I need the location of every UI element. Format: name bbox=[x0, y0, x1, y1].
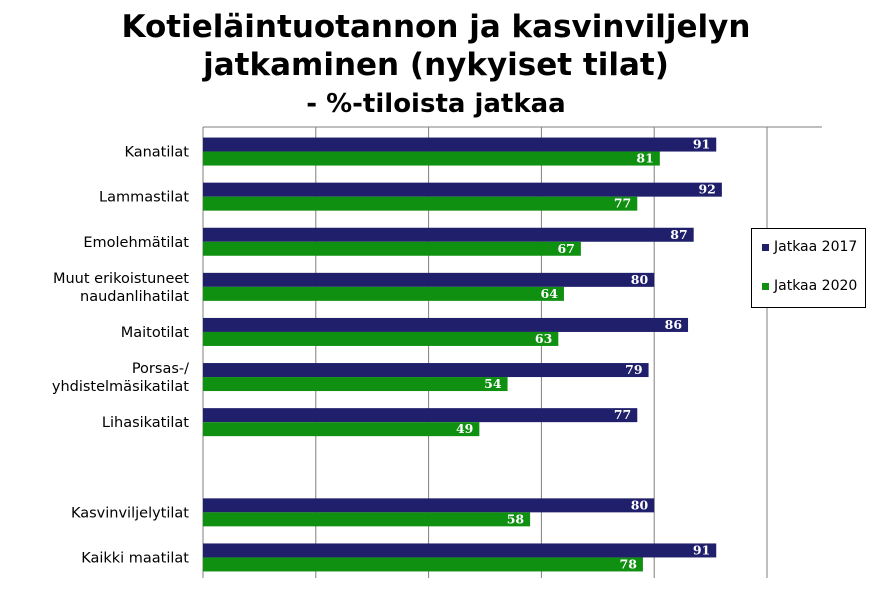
value-label-2020-9: 78 bbox=[620, 556, 638, 571]
value-label-2020-0: 81 bbox=[636, 151, 653, 166]
legend-label-2017: Jatkaa 2017 bbox=[774, 239, 858, 255]
chart-subtitle: - %-tiloista jatkaa bbox=[306, 89, 566, 119]
bar-2020-6 bbox=[203, 422, 480, 437]
bar-2020-0 bbox=[203, 151, 660, 166]
bar-2020-9 bbox=[203, 557, 643, 572]
value-label-2017-6: 77 bbox=[614, 407, 631, 422]
bar-2020-1 bbox=[203, 196, 638, 211]
category-label-0: Kanatilat bbox=[124, 145, 189, 161]
value-label-2017-5: 79 bbox=[625, 362, 642, 377]
value-label-2017-8: 80 bbox=[631, 497, 649, 512]
legend-item-2020: Jatkaa 2020 bbox=[762, 278, 857, 294]
value-label-2020-6: 49 bbox=[456, 421, 473, 436]
value-label-2017-9: 91 bbox=[693, 542, 710, 557]
category-label-4: Maitotilat bbox=[121, 325, 190, 341]
value-label-2017-0: 91 bbox=[693, 137, 710, 152]
legend-swatch-2017 bbox=[762, 243, 769, 251]
category-label-3-line-0: Muut erikoistuneet bbox=[53, 271, 189, 287]
bar-2017-8 bbox=[203, 498, 655, 513]
chart-title-line-1: Kotieläintuotannon ja kasvinviljelyn bbox=[121, 9, 751, 45]
bar-2020-8 bbox=[203, 512, 531, 527]
legend-label-2020: Jatkaa 2020 bbox=[774, 278, 858, 294]
category-label-2: Emolehmätilat bbox=[83, 235, 189, 251]
bar-2017-3 bbox=[203, 272, 655, 287]
category-label-9: Kaikki maatilat bbox=[81, 550, 189, 566]
bar-2017-6 bbox=[203, 408, 638, 423]
value-label-2020-1: 77 bbox=[614, 196, 631, 211]
value-label-2017-3: 80 bbox=[631, 272, 649, 287]
legend-item-2017: Jatkaa 2017 bbox=[762, 239, 857, 255]
category-label-5-line-0: Porsas-/ bbox=[132, 361, 189, 377]
legend-swatch-2020 bbox=[762, 282, 769, 290]
category-label-6: Lihasikatilat bbox=[102, 415, 189, 431]
value-label-2020-8: 58 bbox=[507, 511, 525, 526]
chart-title: Kotieläintuotannon ja kasvinviljelyn jat… bbox=[0, 8, 872, 84]
legend: Jatkaa 2017 Jatkaa 2020 bbox=[751, 228, 866, 308]
bar-2017-9 bbox=[203, 543, 717, 558]
category-label-8: Kasvinviljelytilat bbox=[71, 505, 189, 521]
bar-2020-4 bbox=[203, 331, 559, 346]
value-label-2020-2: 67 bbox=[557, 241, 574, 256]
bar-2017-4 bbox=[203, 317, 689, 332]
bar-2020-5 bbox=[203, 377, 508, 392]
value-label-2020-3: 64 bbox=[541, 286, 559, 301]
bar-2020-2 bbox=[203, 241, 581, 256]
bar-2017-0 bbox=[203, 137, 717, 152]
bar-2017-1 bbox=[203, 182, 722, 197]
bar-2020-3 bbox=[203, 286, 564, 301]
value-label-2017-1: 92 bbox=[698, 182, 715, 197]
category-label-5-line-1: yhdistelmäsikatilat bbox=[52, 379, 189, 395]
value-label-2020-4: 63 bbox=[535, 331, 552, 346]
bar-2017-5 bbox=[203, 363, 649, 378]
value-label-2017-4: 86 bbox=[665, 317, 683, 332]
value-label-2017-2: 87 bbox=[670, 227, 687, 242]
chart-title-line-2: jatkaminen (nykyiset tilat) bbox=[203, 47, 669, 83]
value-label-2020-5: 54 bbox=[484, 376, 502, 391]
bar-2017-2 bbox=[203, 227, 694, 242]
category-label-1: Lammastilat bbox=[99, 190, 189, 206]
category-label-3-line-1: naudanlihatilat bbox=[80, 289, 189, 305]
